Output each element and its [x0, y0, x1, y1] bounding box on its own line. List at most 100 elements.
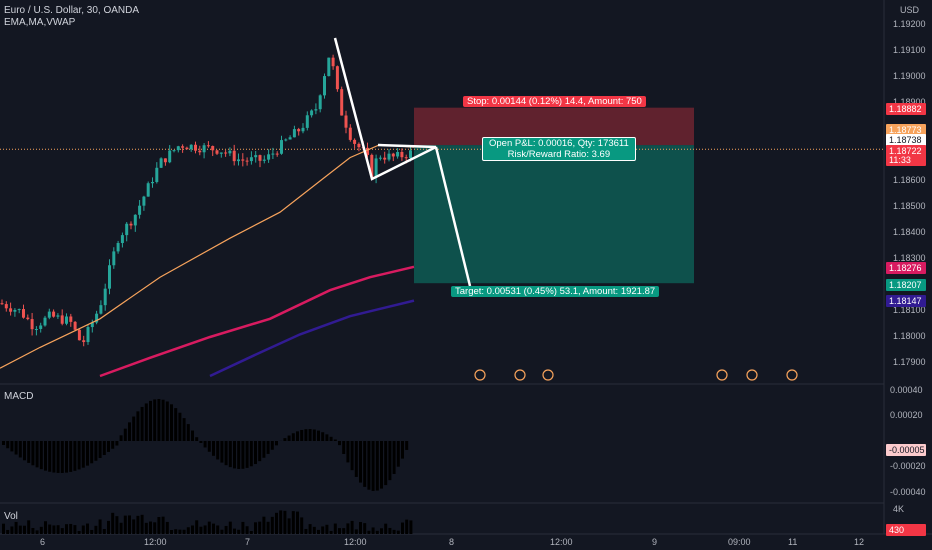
candle-body [314, 109, 318, 111]
candle-body [318, 95, 322, 110]
macd-bar [56, 441, 60, 473]
macd-bar [178, 412, 182, 441]
volume-value-tag: 430 [886, 524, 926, 536]
macd-bar [228, 441, 232, 468]
volume-bar [392, 529, 396, 534]
macd-bar [354, 441, 358, 477]
volume-bar [65, 524, 68, 534]
candle-body [176, 146, 180, 151]
volume-bar [283, 510, 287, 534]
volume-bar [39, 526, 43, 534]
candle-body [17, 309, 21, 311]
candle-body [383, 157, 387, 160]
candle-body [391, 153, 395, 157]
candle-body [327, 57, 331, 77]
time-label: 9 [652, 537, 658, 547]
projection-line [434, 146, 472, 287]
volume-bar [144, 522, 148, 534]
candle-body [112, 251, 116, 266]
macd-bar [18, 441, 22, 458]
macd-bar [111, 441, 115, 449]
macd-bar [35, 441, 39, 468]
candle-body [258, 155, 262, 161]
macd-bar [102, 441, 106, 456]
volume-bar [409, 520, 413, 534]
volume-bar [321, 526, 325, 534]
volume-bar [342, 528, 346, 534]
candle-body [9, 308, 13, 312]
volume-bar [14, 521, 18, 534]
time-label: 11 [788, 537, 798, 547]
pattern-drawing [333, 37, 437, 181]
macd-bar [233, 441, 236, 469]
candle-body [90, 322, 94, 328]
volume-bar [308, 524, 312, 534]
volume-bar [363, 523, 367, 534]
volume-bar [249, 530, 253, 534]
volume-title[interactable]: Vol [4, 511, 18, 522]
macd-bar [338, 441, 341, 446]
volume-bar [291, 511, 295, 534]
macd-bar [90, 441, 94, 464]
volume-tick: 4K [893, 504, 905, 514]
volume-bar [367, 530, 371, 534]
macd-title[interactable]: MACD [4, 391, 34, 402]
macd-bar [174, 408, 178, 441]
macd-bar [14, 441, 18, 455]
candle-body [202, 145, 206, 153]
candle-body [198, 150, 202, 153]
macd-bar [115, 441, 119, 446]
volume-bar [90, 529, 94, 534]
candle-body [228, 150, 232, 154]
time-label: 12:00 [344, 537, 367, 547]
stop-label: Stop: 0.00144 (0.12%) 14.4, Amount: 750 [463, 96, 646, 107]
candle-body [305, 115, 309, 128]
indicators-legend[interactable]: EMA,MA,VWAP [4, 17, 76, 28]
event-marker [542, 369, 554, 381]
time-label: 12 [854, 537, 865, 547]
volume-bar [186, 527, 190, 534]
macd-bar [81, 441, 85, 468]
macd-bar [308, 429, 312, 441]
macd-bar [241, 441, 245, 469]
macd-bar [270, 441, 274, 450]
candle-body [310, 110, 314, 116]
time-label: 7 [245, 537, 251, 547]
candle-body [284, 139, 288, 141]
candle-body [211, 146, 215, 151]
symbol-title[interactable]: Euro / U.S. Dollar, 30, OANDA [4, 5, 140, 16]
volume-bar [329, 530, 333, 534]
macd-bar [123, 428, 127, 441]
macd-bar [182, 418, 186, 441]
candle-body [82, 340, 86, 343]
candle-body [275, 153, 279, 155]
candle-body [47, 311, 51, 318]
candle-body [271, 153, 275, 155]
macd-bar [258, 441, 262, 462]
macd-bar [380, 441, 383, 489]
candle-body [262, 159, 266, 161]
candle-body [103, 288, 107, 306]
volume-bar [48, 524, 52, 534]
volume-bar [245, 526, 249, 534]
price-tick: 1.19200 [893, 19, 926, 29]
volume-bar [27, 520, 31, 534]
macd-bar [119, 435, 123, 441]
price-tick: 1.17900 [893, 357, 926, 367]
currency-label[interactable]: USD [900, 5, 920, 15]
macd-bar [157, 399, 161, 441]
candle-body [409, 150, 412, 159]
volume-bar [279, 510, 283, 534]
volume-bar [119, 522, 123, 534]
macd-bar [207, 441, 211, 452]
candle-body [138, 205, 142, 215]
macd-bar [392, 441, 396, 474]
candle-body [301, 127, 305, 132]
macd-bar [245, 441, 249, 468]
macd-bar [27, 441, 31, 463]
time-label: 8 [449, 537, 455, 547]
macd-bar [136, 411, 140, 441]
volume-bar [44, 521, 47, 534]
